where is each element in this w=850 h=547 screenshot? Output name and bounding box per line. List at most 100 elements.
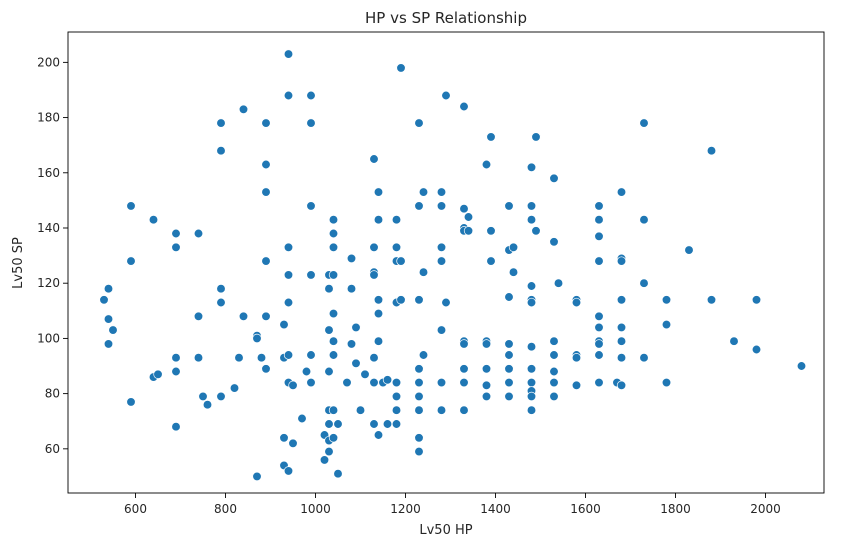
data-point — [526, 297, 537, 308]
y-axis: 60 80 100 120 140 160 180 200 — [37, 55, 68, 456]
data-point — [193, 353, 204, 363]
data-point — [391, 377, 402, 388]
data-point — [459, 101, 469, 112]
data-point — [126, 201, 136, 211]
data-point — [414, 295, 424, 305]
data-point — [436, 187, 447, 197]
data-point — [319, 455, 330, 465]
data-point — [391, 242, 402, 252]
data-point — [436, 256, 447, 266]
data-point — [103, 314, 114, 324]
x-tick-label: 1200 — [390, 502, 421, 516]
data-point — [252, 471, 262, 482]
data-point — [549, 350, 559, 360]
data-point — [481, 159, 492, 170]
data-point — [193, 311, 204, 321]
data-point — [126, 256, 136, 266]
data-point — [328, 215, 339, 225]
data-point — [108, 325, 118, 335]
data-point — [288, 380, 298, 390]
data-point — [126, 397, 136, 407]
data-point — [571, 380, 582, 390]
data-point — [459, 204, 469, 214]
data-point — [504, 339, 514, 349]
data-point — [324, 419, 334, 429]
data-point — [306, 118, 316, 128]
data-point — [481, 380, 492, 390]
data-point — [531, 132, 541, 142]
data-point — [463, 212, 474, 222]
data-point — [594, 350, 604, 360]
data-point — [216, 146, 226, 156]
data-point — [373, 336, 384, 346]
data-point — [373, 295, 384, 305]
data-point — [306, 270, 316, 280]
data-point — [328, 405, 339, 415]
data-point — [414, 391, 424, 402]
data-point — [238, 311, 249, 321]
chart-title: HP vs SP Relationship — [365, 9, 527, 27]
data-point — [526, 215, 537, 225]
data-point — [234, 353, 244, 363]
data-point — [418, 350, 429, 360]
data-point — [382, 419, 393, 429]
data-point — [360, 369, 370, 379]
data-point — [549, 336, 559, 346]
data-point — [346, 284, 357, 294]
data-point — [171, 422, 181, 432]
data-point — [504, 350, 514, 360]
data-point — [796, 361, 807, 371]
data-point — [418, 267, 429, 277]
y-axis-title: Lv50 SP — [11, 237, 26, 289]
data-point — [171, 228, 181, 239]
data-point — [594, 256, 604, 266]
data-point — [481, 364, 492, 374]
data-point — [459, 405, 469, 415]
data-point — [526, 201, 537, 211]
data-point — [526, 377, 537, 388]
data-point — [283, 297, 294, 308]
data-point — [594, 322, 604, 333]
data-point — [414, 377, 424, 388]
data-point — [661, 377, 672, 388]
points-layer — [99, 49, 807, 482]
data-point — [526, 391, 537, 402]
data-point — [328, 242, 339, 252]
data-point — [297, 413, 307, 424]
data-point — [396, 256, 406, 266]
data-point — [594, 201, 604, 211]
data-point — [526, 405, 537, 415]
data-point — [369, 270, 379, 280]
y-tick-label: 160 — [37, 166, 60, 180]
data-point — [486, 256, 496, 266]
data-point — [103, 339, 114, 349]
data-point — [616, 353, 627, 363]
data-point — [751, 295, 762, 305]
data-point — [171, 353, 181, 363]
data-point — [459, 364, 469, 374]
x-tick-label: 2000 — [750, 502, 781, 516]
data-point — [594, 215, 604, 225]
data-point — [328, 336, 339, 346]
data-point — [99, 295, 109, 305]
data-point — [198, 391, 208, 402]
data-point — [616, 380, 627, 390]
data-point — [706, 146, 717, 156]
data-point — [594, 311, 604, 321]
data-point — [616, 256, 627, 266]
data-point — [616, 322, 627, 333]
data-point — [229, 383, 240, 393]
data-point — [373, 187, 384, 197]
data-point — [706, 295, 717, 305]
x-tick-label: 800 — [214, 502, 237, 516]
data-point — [369, 353, 379, 363]
data-point — [342, 377, 352, 388]
data-point — [333, 469, 343, 479]
data-point — [463, 226, 474, 236]
data-point — [369, 242, 379, 252]
data-point — [369, 419, 379, 429]
data-point — [639, 278, 649, 288]
data-point — [216, 391, 226, 402]
data-point — [283, 49, 294, 59]
